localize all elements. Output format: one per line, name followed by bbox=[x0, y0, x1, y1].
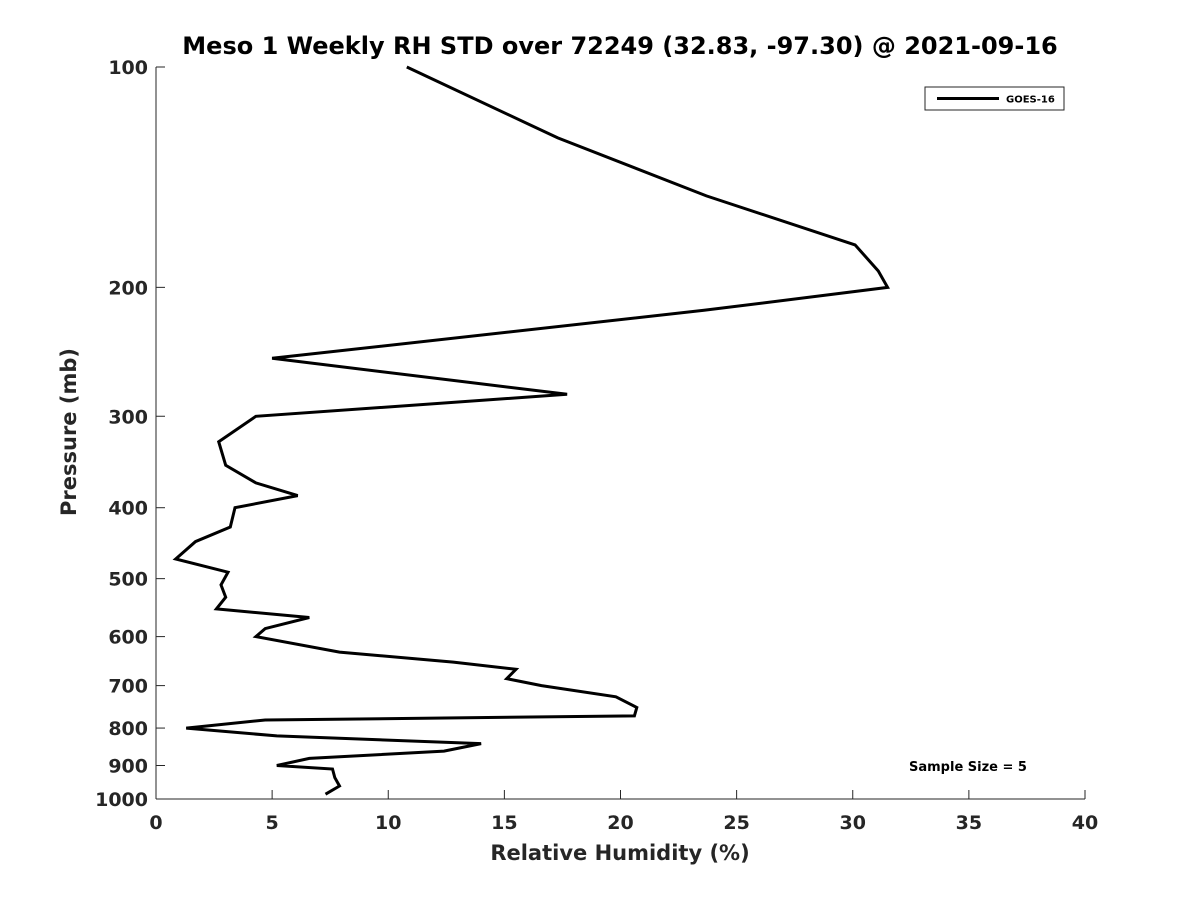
x-tick-label: 10 bbox=[375, 812, 401, 834]
sample-size-annotation: Sample Size = 5 bbox=[909, 760, 1027, 775]
axes bbox=[155, 67, 1085, 800]
x-axis-label: Relative Humidity (%) bbox=[490, 841, 749, 865]
x-tick-label: 15 bbox=[491, 812, 517, 834]
x-tick-label: 25 bbox=[723, 812, 749, 834]
x-tick-label: 0 bbox=[149, 812, 162, 834]
y-tick-label: 400 bbox=[108, 498, 148, 520]
y-tick-label: 500 bbox=[108, 569, 148, 591]
x-tick-label: 5 bbox=[266, 812, 279, 834]
axis-ticks: 0 5 10 15 20 25 30 35 40 100 200 300 400 500 600 700 800… bbox=[95, 57, 1098, 834]
chart-title: Meso 1 Weekly RH STD over 72249 (32.83, … bbox=[182, 32, 1057, 60]
y-tick-label: 900 bbox=[108, 756, 148, 778]
y-tick-label: 1000 bbox=[95, 789, 148, 811]
x-tick-label: 30 bbox=[840, 812, 866, 834]
y-tick-label: 800 bbox=[108, 718, 148, 740]
series-line-goes-16 bbox=[172, 65, 891, 796]
y-tick-label: 300 bbox=[108, 406, 148, 428]
y-tick-label: 600 bbox=[108, 627, 148, 649]
x-tick-label: 40 bbox=[1072, 812, 1098, 834]
x-tick-label: 35 bbox=[956, 812, 982, 834]
x-tick-label: 20 bbox=[607, 812, 633, 834]
y-tick-label: 700 bbox=[108, 676, 148, 698]
y-axis-label: Pressure (mb) bbox=[57, 348, 81, 516]
y-tick-label: 200 bbox=[108, 277, 148, 299]
y-tick-label: 100 bbox=[108, 57, 148, 79]
legend-entry-label: GOES-16 bbox=[1006, 95, 1055, 106]
legend: GOES-16 bbox=[924, 86, 1065, 111]
data-series bbox=[172, 65, 891, 796]
